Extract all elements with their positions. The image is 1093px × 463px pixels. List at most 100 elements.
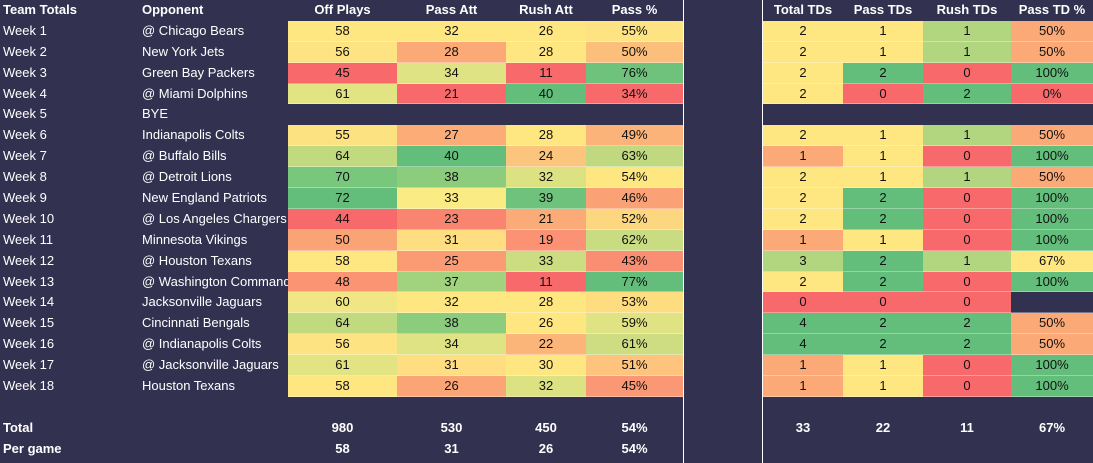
rush-att-header: Rush Att: [519, 2, 573, 17]
table-row: Week 3 Green Bay Packers 45 34 11 76%: [0, 62, 683, 84]
rush-att-cell: 24: [506, 146, 586, 168]
pass-pct-cell: 53%: [586, 292, 683, 314]
total-tds-cell: 2: [763, 41, 843, 63]
column-divider: [683, 0, 684, 463]
pass-td-pct-cell: 50%: [1011, 167, 1093, 189]
per-game-rush-att: 26: [538, 440, 554, 456]
week-label: Week 5: [3, 106, 47, 122]
rush-att-cell: 40: [506, 83, 586, 105]
total-tds-cell: 1: [763, 376, 843, 397]
off-plays-cell: 48: [288, 271, 397, 293]
total-tds-cell: 0: [763, 292, 843, 314]
pass-pct-cell: 55%: [586, 20, 683, 42]
table-row: Week 13 @ Washington Commanders48371177%: [0, 271, 683, 293]
pass-td-pct-cell: 100%: [1011, 188, 1093, 209]
pass-tds-cell: 2: [843, 188, 923, 209]
td-table-row: 2 2 0 100%: [763, 62, 1093, 84]
opponent-name: Cincinnati Bengals: [142, 315, 250, 331]
off-plays-cell: 60: [288, 292, 397, 314]
pass-td-pct-header: Pass TD %: [1018, 2, 1086, 17]
rush-tds-cell: 1: [923, 125, 1011, 147]
td-table-row: 2 2 0 100%: [763, 188, 1093, 209]
pass-tds-cell: 2: [843, 250, 923, 272]
td-table-row: 2 1 1 50%: [763, 167, 1093, 189]
td-table-row: 4 2 2 50%: [763, 334, 1093, 356]
pass-td-pct-cell: 100%: [1011, 355, 1093, 377]
rush-att-cell: 22: [506, 334, 586, 356]
column-divider: [762, 0, 763, 463]
off-plays-cell: 61: [288, 83, 397, 105]
pass-att-header: Pass Att: [425, 2, 478, 17]
week-label: Week 12: [3, 252, 55, 268]
td-table-row: 1 1 0 100%: [763, 355, 1093, 377]
pass-tds-cell: 1: [843, 125, 923, 147]
rush-att-cell: 19: [506, 229, 586, 251]
off-plays-cell: 50: [288, 229, 397, 251]
spacer-row: [0, 397, 683, 418]
td-table-row: [763, 104, 1093, 125]
rush-att-cell: 11: [506, 62, 586, 84]
table-row: Week 2 New York Jets 56 28 28 50%: [0, 41, 683, 63]
td-weekly-rows: 2 1 1 50% 2 1 1 50% 2 2 0 100% 2 0 2 0% 2 1 1 50% 1 1 0 100% 2 1 1…: [763, 20, 1093, 397]
off-plays-cell: 58: [288, 376, 397, 397]
td-table-row: 3 2 1 67%: [763, 250, 1093, 272]
opponent-name: @ Buffalo Bills: [142, 148, 227, 164]
td-table-row: 1 1 0 100%: [763, 376, 1093, 397]
total-tds-cell: 2: [763, 271, 843, 293]
rush-att-cell: 26: [506, 313, 586, 335]
total-tds-cell: 3: [763, 250, 843, 272]
opponent-name: Minnesota Vikings: [142, 231, 248, 247]
per-game-label: Per game: [3, 440, 62, 456]
week-label: Week 17: [3, 357, 55, 373]
week-label: Week 4: [3, 85, 47, 101]
rush-tds-cell: 0: [923, 355, 1011, 377]
opponent-name: @ Miami Dolphins: [142, 85, 248, 101]
week-label: Week 9: [3, 190, 47, 206]
pass-att-cell: 32: [397, 20, 506, 42]
off-plays-cell: 64: [288, 313, 397, 335]
total-tds-header: Total TDs: [773, 2, 833, 17]
total-tds-cell: 2: [763, 208, 843, 230]
pass-td-pct-cell: 50%: [1011, 20, 1093, 42]
per-game-off-plays: 58: [335, 440, 350, 456]
pass-tds-cell: 1: [843, 20, 923, 42]
opponent-name: @ Chicago Bears: [142, 22, 245, 38]
rush-tds-cell: 0: [923, 62, 1011, 84]
opponent-name: @ Los Angeles Chargers: [142, 210, 287, 226]
rush-att-cell: 28: [506, 41, 586, 63]
rush-tds-cell: 0: [923, 271, 1011, 293]
rush-tds-cell: 1: [923, 20, 1011, 42]
rush-tds-cell: 2: [923, 83, 1011, 105]
pass-pct-cell: 34%: [586, 83, 683, 105]
td-table-row: 4 2 2 50%: [763, 313, 1093, 335]
total-pass-tds: 22: [875, 419, 891, 435]
week-label: Week 1: [3, 22, 47, 38]
table-row: Week 8 @ Detroit Lions 70 38 32 54%: [0, 167, 683, 189]
td-total-row: 33 22 11 67%: [763, 418, 1093, 439]
total-tds-cell: 2: [763, 83, 843, 105]
rush-tds-cell: 1: [923, 167, 1011, 189]
rush-tds-cell: 0: [923, 292, 1011, 314]
td-table-row: 2 2 0 100%: [763, 208, 1093, 230]
week-label: Week 14: [3, 294, 55, 310]
pass-td-pct-cell: [1011, 292, 1093, 314]
rush-tds-cell: 1: [923, 250, 1011, 272]
opponent-name: BYE: [142, 106, 169, 122]
pass-att-cell: 34: [397, 334, 506, 356]
pass-pct-cell: 49%: [586, 125, 683, 147]
total-tds-cell: 2: [763, 167, 843, 189]
rush-att-cell: 32: [506, 167, 586, 189]
pass-td-pct-cell: 50%: [1011, 41, 1093, 63]
week-label: Week 18: [3, 378, 55, 394]
pass-att-cell: 38: [397, 313, 506, 335]
pass-pct-cell: 59%: [586, 313, 683, 335]
off-plays-cell: 58: [288, 20, 397, 42]
pass-pct-cell: 50%: [586, 41, 683, 63]
pass-att-cell: 31: [397, 229, 506, 251]
opponent-header: Opponent: [142, 2, 204, 17]
off-plays-header: Off Plays: [314, 2, 371, 17]
td-header-row: Total TDs Pass TDs Rush TDs Pass TD %: [763, 0, 1093, 21]
rush-tds-cell: 2: [923, 334, 1011, 356]
total-tds: 33: [795, 419, 811, 435]
